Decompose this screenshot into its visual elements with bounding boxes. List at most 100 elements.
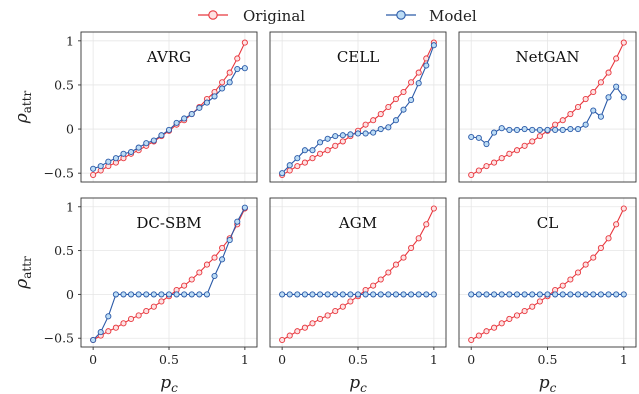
x-axis-label: pc: [539, 373, 557, 394]
data-point-model: [97, 329, 104, 336]
data-point-original: [324, 312, 331, 319]
data-point-original: [559, 117, 566, 124]
data-point-original: [536, 133, 543, 140]
data-point-model: [529, 291, 536, 298]
data-point-model: [567, 126, 574, 133]
legend-item-model: Model: [386, 7, 477, 25]
data-point-original: [309, 320, 316, 327]
data-point-model: [286, 162, 293, 169]
data-point-original: [597, 79, 604, 86]
data-point-original: [196, 269, 203, 276]
panel-frame: [269, 31, 447, 183]
data-point-model: [582, 121, 589, 128]
data-point-model: [362, 291, 369, 298]
data-point-model: [370, 291, 377, 298]
data-point-model: [181, 291, 188, 298]
series-model: [468, 291, 627, 298]
data-point-original: [415, 69, 422, 76]
data-point-original: [408, 79, 415, 86]
data-point-model: [135, 144, 142, 151]
data-point-model: [234, 218, 241, 225]
data-point-model: [567, 291, 574, 298]
data-point-model: [105, 313, 112, 320]
data-point-model: [590, 291, 597, 298]
data-point-model: [279, 170, 286, 177]
data-point-model: [385, 291, 392, 298]
data-point-model: [90, 336, 97, 344]
data-point-model: [544, 291, 551, 298]
data-point-model: [286, 291, 293, 298]
data-point-original: [483, 328, 490, 335]
data-point-model: [491, 129, 498, 136]
data-point-original: [415, 235, 422, 242]
data-point-original: [529, 303, 536, 310]
y-tick-label: −0.5: [44, 166, 74, 181]
panel-cell: CELL: [269, 31, 447, 183]
data-point-original: [468, 171, 475, 178]
data-point-model: [400, 106, 407, 113]
data-point-original: [128, 315, 135, 323]
data-point-model: [301, 147, 308, 154]
data-point-original: [392, 261, 399, 268]
data-point-original: [203, 261, 210, 268]
data-point-original: [552, 121, 559, 128]
y-tick-label: 0.5: [54, 243, 74, 258]
data-point-model: [112, 155, 119, 162]
data-point-original: [521, 142, 528, 149]
legend-marker-original: [208, 10, 218, 20]
data-point-model: [423, 291, 430, 298]
data-point-model: [150, 137, 157, 144]
data-point-model: [536, 291, 543, 298]
data-point-original: [506, 315, 513, 323]
data-point-model: [597, 113, 604, 120]
data-point-model: [513, 291, 521, 298]
data-point-model: [430, 291, 437, 298]
data-point-model: [332, 133, 339, 140]
data-point-model: [226, 237, 233, 244]
data-point-model: [120, 150, 127, 157]
data-point-model: [385, 124, 392, 131]
data-point-model: [582, 291, 589, 298]
data-point-original: [513, 147, 521, 154]
x-tick-label: 0: [278, 352, 286, 367]
legend-marker-model: [396, 10, 406, 20]
panel-avrg: 1 0.5 0 −0.5 ρattr AVRG: [12, 31, 258, 183]
data-point-model: [158, 291, 165, 298]
data-point-model: [309, 291, 316, 298]
data-point-model: [430, 42, 437, 49]
panel-dc-sbm: 1 0.5 0 −0.5 ρattr 0 0.5 1 pc DC-SBM: [12, 197, 258, 394]
data-point-original: [332, 308, 339, 315]
data-point-model: [347, 291, 354, 298]
data-point-original: [567, 276, 574, 283]
data-point-original: [188, 276, 195, 283]
data-point-model: [354, 291, 362, 298]
data-point-model: [150, 291, 157, 298]
data-point-original: [150, 303, 157, 310]
data-point-original: [423, 221, 430, 228]
data-point-model: [605, 291, 612, 298]
panel-title: DC-SBM: [136, 214, 201, 232]
data-point-original: [219, 244, 226, 252]
x-axis-label: pc: [160, 373, 178, 394]
data-point-model: [301, 291, 308, 298]
data-point-model: [392, 117, 399, 124]
data-point-model: [339, 132, 346, 139]
data-point-model: [605, 94, 612, 101]
data-point-model: [105, 158, 112, 165]
data-point-model: [408, 96, 415, 103]
data-point-model: [128, 148, 135, 156]
data-point-model: [529, 126, 536, 133]
data-point-original: [279, 336, 286, 344]
data-point-model: [400, 291, 407, 298]
data-point-original: [506, 150, 513, 157]
data-point-model: [483, 141, 490, 148]
data-point-model: [513, 126, 521, 133]
x-tick-label: 0.5: [348, 352, 368, 367]
data-point-model: [90, 165, 97, 172]
data-point-original: [620, 205, 627, 212]
panel-title: CL: [537, 214, 558, 232]
data-point-model: [219, 85, 226, 92]
x-tick-label: 0: [89, 352, 97, 367]
x-tick-label: 1: [620, 352, 628, 367]
data-point-model: [613, 291, 620, 298]
